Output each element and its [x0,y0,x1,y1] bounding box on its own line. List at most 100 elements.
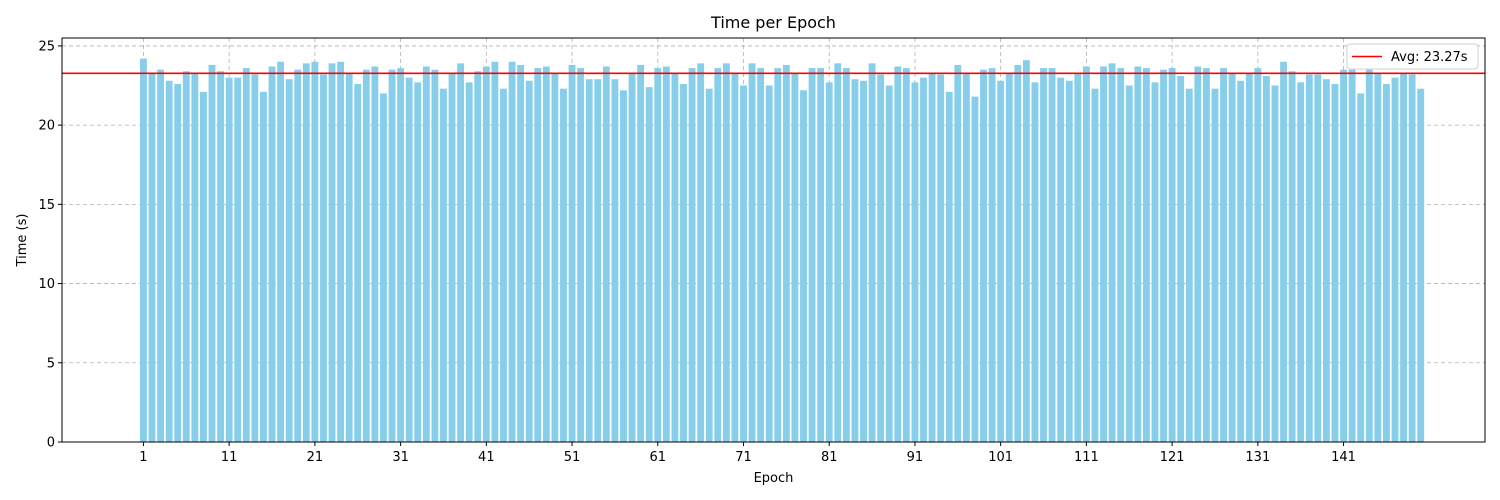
bar [157,69,165,442]
bar [1108,63,1116,442]
bar [748,63,756,442]
bar [1382,83,1390,442]
bar [1408,74,1416,443]
bar [791,72,799,442]
bar [680,83,687,442]
bar [1331,83,1339,442]
bar [1297,82,1305,443]
y-tick-label: 25 [38,39,55,54]
bar [174,83,182,442]
bar [431,69,439,442]
bar [1211,88,1219,443]
bar [1417,88,1425,443]
bar [808,68,816,442]
bar [765,85,773,442]
bar [782,64,790,442]
bar [877,74,885,443]
legend-label: Avg: 23.27s [1391,50,1468,65]
bar [491,61,499,442]
bar [1168,68,1176,442]
bar [697,63,705,442]
bar [1280,61,1287,442]
bar [328,63,336,442]
bar [182,71,190,442]
bar [1100,66,1107,443]
x-tick-label: 121 [1160,450,1185,465]
bar [705,88,713,443]
bar [345,72,353,442]
bar [885,85,893,442]
bar [225,77,233,442]
bar [1262,76,1270,442]
bar [962,72,970,442]
bar [1348,69,1356,442]
bar [568,64,576,442]
x-axis-label: Epoch [754,471,794,486]
bar [740,85,747,442]
bar [1031,82,1039,443]
bar [482,66,490,443]
chart-title: Time per Epoch [710,13,836,32]
bar [422,66,430,443]
bar [448,72,456,442]
bar [1288,71,1296,442]
bar [405,77,413,442]
bar [1271,85,1279,442]
bar [997,80,1005,442]
bar [714,68,722,442]
bar [1228,72,1236,442]
bar [611,79,619,443]
x-tick-label: 101 [988,450,1013,465]
x-tick-label: 131 [1245,450,1270,465]
bar [1400,72,1407,442]
x-tick-label: 11 [221,450,238,465]
bar [954,64,962,442]
bar [542,66,550,443]
bar [1048,68,1056,442]
bar [465,82,473,443]
bar [1125,85,1133,442]
bar [268,66,276,443]
bar [1245,72,1253,442]
bar [585,79,593,443]
plot-frame [61,37,1486,443]
bar [294,69,302,442]
bar [191,72,199,442]
bar [842,68,850,442]
x-tick-label: 91 [907,450,924,465]
bar [251,74,259,443]
bar [945,91,953,442]
bar [1040,68,1047,442]
x-tick-label: 61 [650,450,667,465]
bar [311,61,319,442]
bar [688,68,696,442]
bar [397,68,405,442]
bar [731,72,739,442]
bar [774,68,782,442]
y-tick-label: 10 [38,277,55,292]
x-tick-label: 41 [478,450,495,465]
bar [1022,60,1030,443]
x-tick-label: 111 [1074,450,1099,465]
bar [277,61,285,442]
bar [1194,66,1202,443]
bar [1091,88,1099,443]
bar [1185,88,1193,443]
bar [1177,76,1185,442]
y-axis-label: Time (s) [15,214,30,268]
bar [817,68,825,442]
bar [722,63,730,442]
bar [980,69,987,442]
bar [337,61,345,442]
x-tick-label: 81 [821,450,838,465]
bar [474,71,482,442]
bar [1160,69,1167,442]
bar [1057,77,1065,442]
bar [1365,69,1373,442]
y-tick-label: 5 [47,356,55,371]
bar [380,93,387,442]
bar [285,79,293,443]
bar [354,83,362,442]
